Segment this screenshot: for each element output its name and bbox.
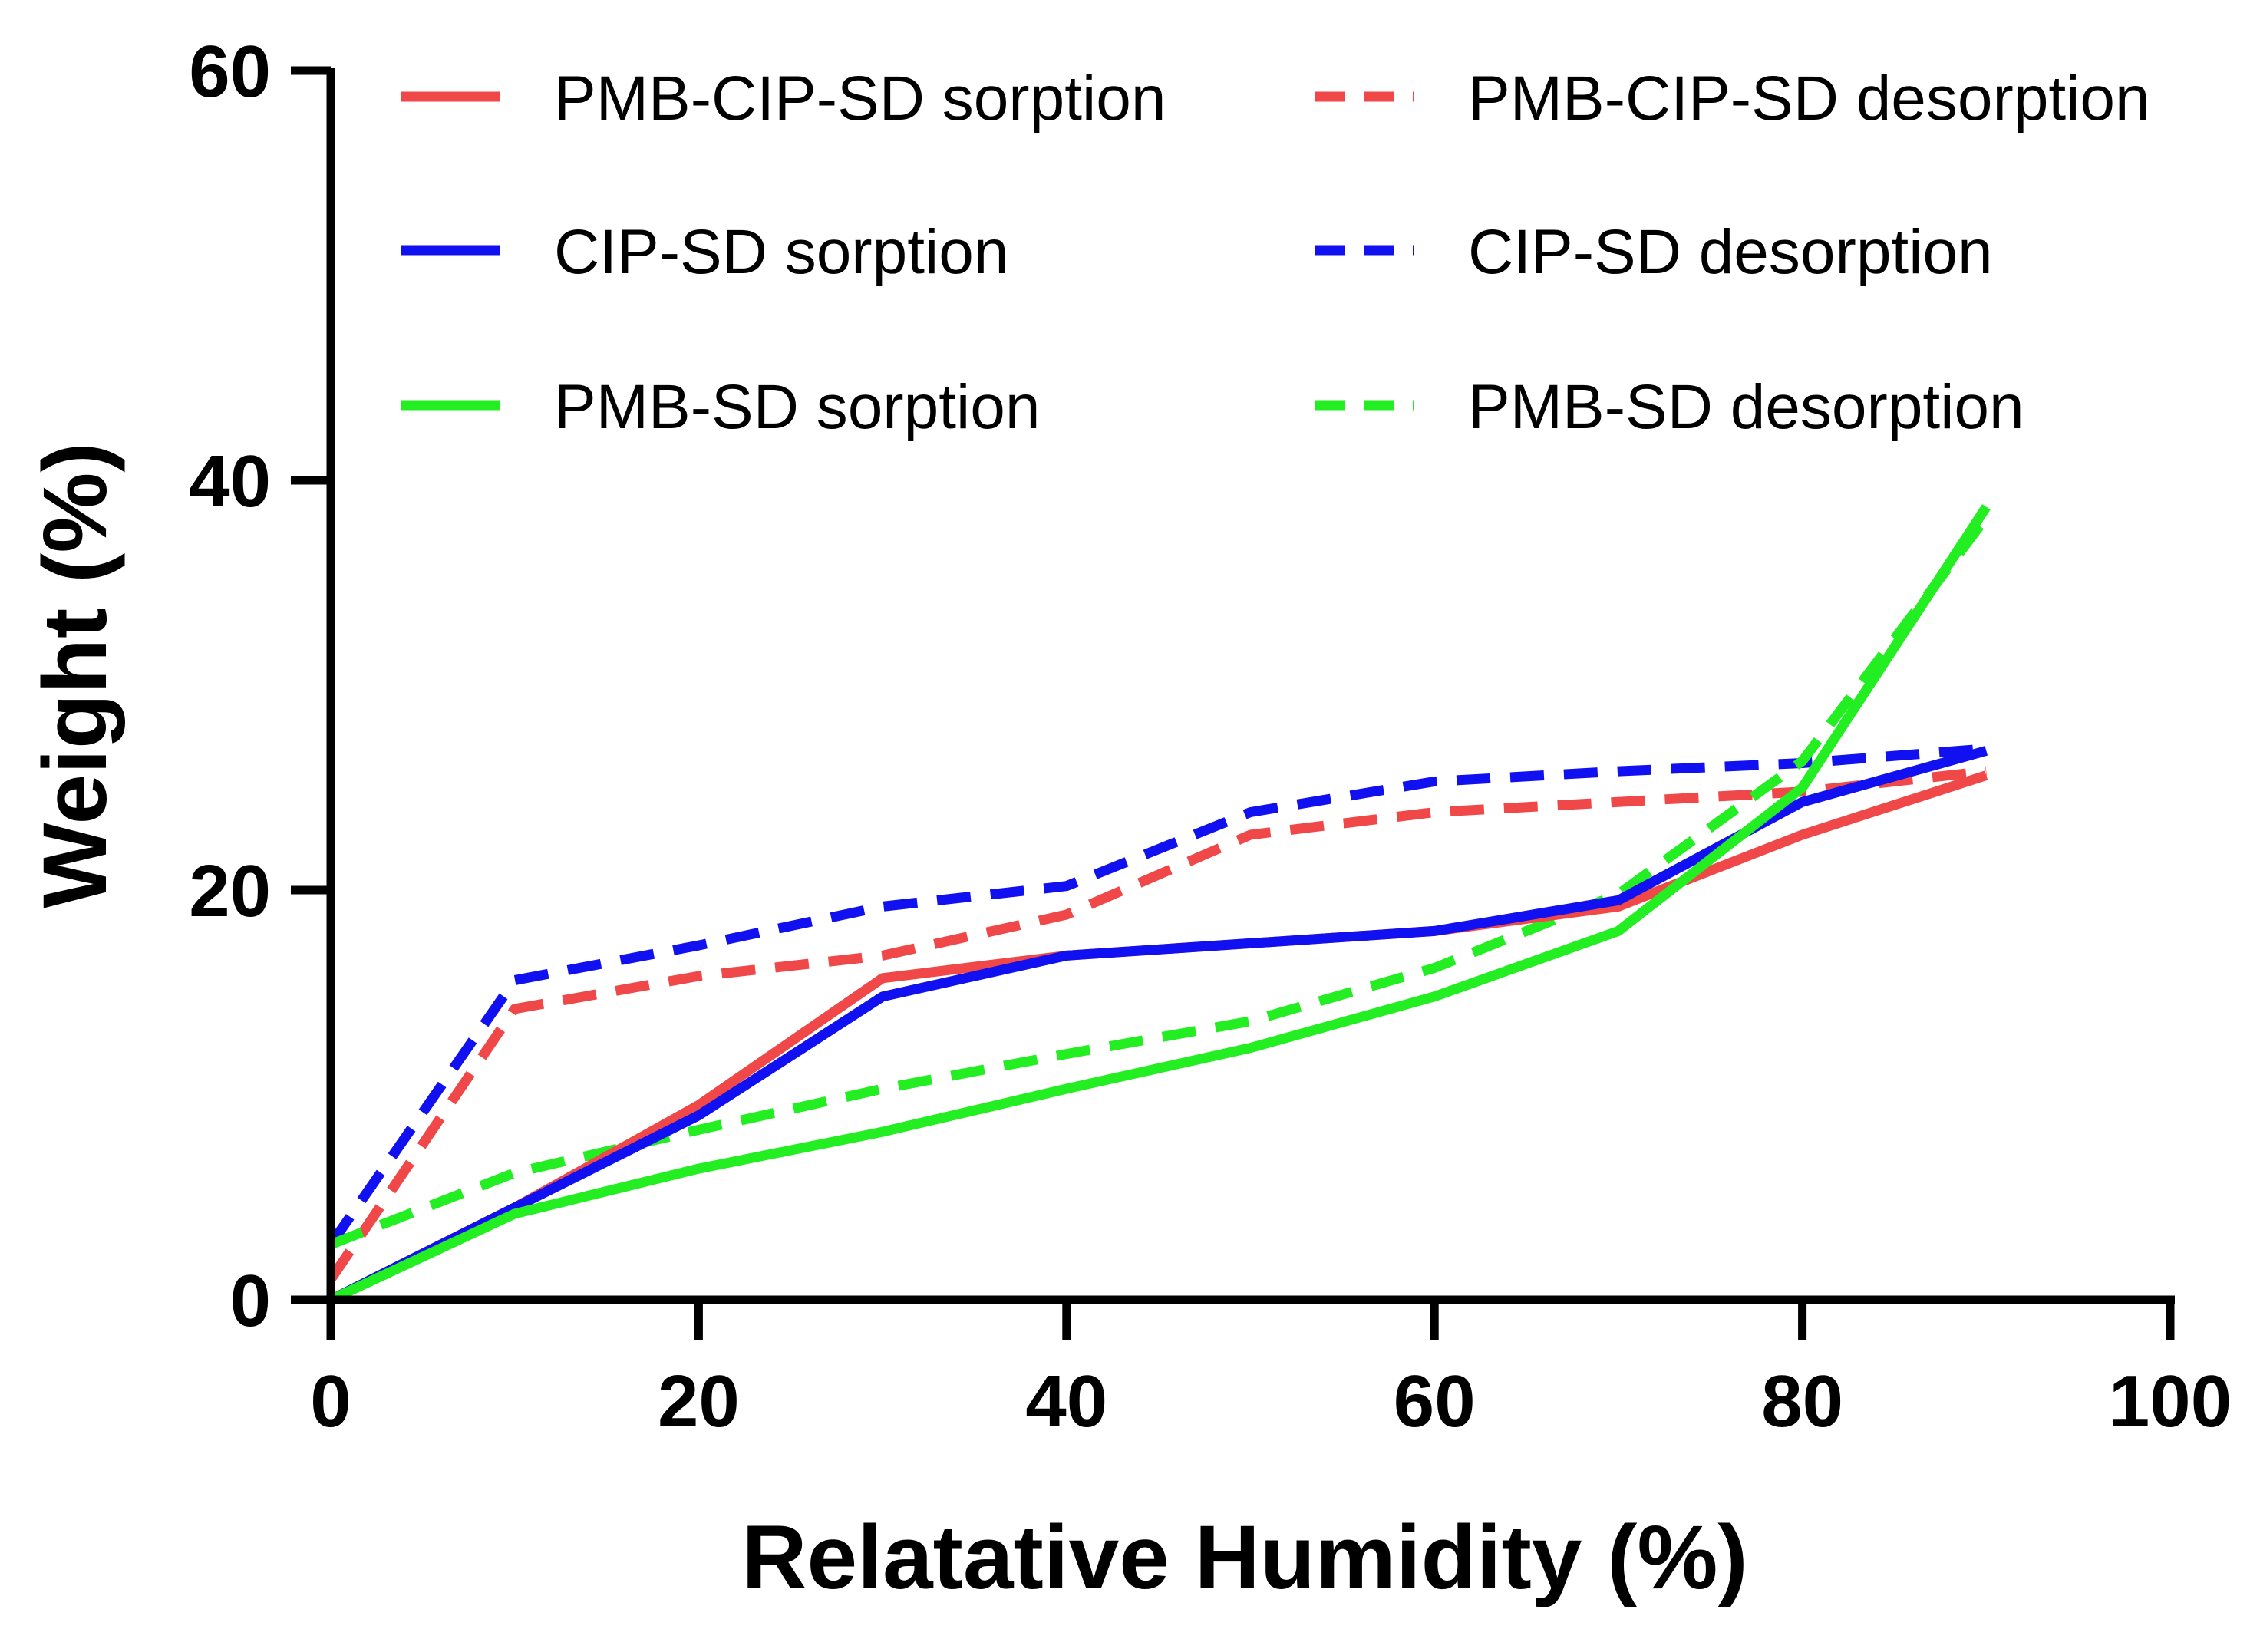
y-tick-label: 20 <box>189 850 271 932</box>
x-tick-label: 60 <box>1394 1360 1476 1443</box>
series-line-pmb-sd-sorption <box>328 504 1991 1304</box>
series-line-cip-sd-desorption <box>326 744 1987 1248</box>
legend-item: PMB-CIP-SD desorption <box>1315 64 2150 134</box>
series-line-cip-sd-sorption <box>328 746 1988 1304</box>
legend-label: PMB-CIP-SD sorption <box>554 64 1166 134</box>
legend-item: PMB-CIP-SD sorption <box>401 64 1166 134</box>
legend-label: PMB-SD desorption <box>1468 372 2024 442</box>
y-tick-label: 0 <box>230 1260 271 1342</box>
legend: PMB-CIP-SD sorption CIP-SD sorption PMB-SD… <box>401 64 2150 442</box>
x-tick-label: 20 <box>658 1360 740 1443</box>
y-axis-title: Weight (%) <box>25 442 126 908</box>
legend-item: CIP-SD sorption <box>401 217 1008 287</box>
series-line-pmb-cip-sd-desorption <box>326 766 1988 1282</box>
legend-label: CIP-SD desorption <box>1468 217 1993 287</box>
legend-item: CIP-SD desorption <box>1315 217 1993 287</box>
y-tick-label: 40 <box>189 440 271 523</box>
legend-label: PMB-CIP-SD desorption <box>1468 64 2150 134</box>
x-tick-label: 0 <box>310 1360 351 1443</box>
legend-item: PMB-SD desorption <box>1315 372 2024 442</box>
axes-layer <box>326 68 2175 1304</box>
legend-item: PMB-SD sorption <box>401 372 1040 442</box>
x-tick-label: 100 <box>2109 1360 2232 1443</box>
series-layer <box>326 504 1991 1304</box>
y-tick-label: 60 <box>189 31 271 113</box>
legend-label: PMB-SD sorption <box>554 372 1040 442</box>
x-tick-label: 40 <box>1025 1360 1107 1443</box>
series-line-pmb-sd-desorption <box>328 514 1991 1249</box>
x-axis-title: Relatative Humidity (%) <box>741 1507 1747 1608</box>
legend-label: CIP-SD sorption <box>554 217 1008 287</box>
x-tick-label: 80 <box>1761 1360 1843 1443</box>
ticks-layer: 0 20 40 60 80 100 0 20 40 60 <box>189 31 2232 1443</box>
